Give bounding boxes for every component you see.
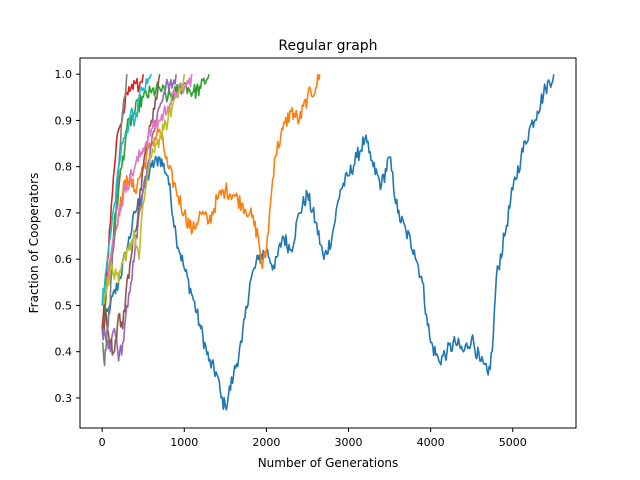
- y-tick-label: 0.5: [55, 299, 73, 312]
- series-line-8: [101, 74, 128, 367]
- series-line-6: [101, 74, 161, 356]
- x-tick-label: 5000: [499, 436, 527, 449]
- y-tick-label: 0.8: [55, 161, 73, 174]
- y-tick-label: 0.9: [55, 114, 73, 127]
- y-tick-label: 0.3: [55, 392, 73, 405]
- x-axis: 0 1000 2000 3000 4000 5000: [99, 428, 527, 449]
- x-tick-label: 1000: [170, 436, 198, 449]
- x-tick-label: 2000: [252, 436, 280, 449]
- x-tick-label: 3000: [335, 436, 363, 449]
- series-line-5: [101, 74, 177, 362]
- y-axis: 0.3 0.4 0.5 0.6 0.7 0.8 0.9 1.0: [55, 68, 80, 405]
- y-tick-label: 0.7: [55, 207, 73, 220]
- x-axis-label: Number of Generations: [258, 456, 399, 470]
- y-tick-label: 1.0: [55, 68, 73, 81]
- series-line-2: [101, 73, 321, 306]
- y-tick-label: 0.6: [55, 253, 73, 266]
- plot-frame: [79, 57, 577, 429]
- series-line-1: [101, 74, 555, 411]
- series-line-9: [101, 74, 186, 306]
- series-layer: [101, 73, 555, 411]
- x-tick-label: 4000: [417, 436, 445, 449]
- series-line-10: [101, 73, 153, 306]
- x-tick-label: 0: [99, 436, 106, 449]
- series-line-3: [101, 74, 210, 329]
- chart-title: Regular graph: [278, 38, 377, 54]
- y-tick-label: 0.4: [55, 346, 73, 359]
- y-axis-label: Fraction of Cooperators: [27, 173, 41, 314]
